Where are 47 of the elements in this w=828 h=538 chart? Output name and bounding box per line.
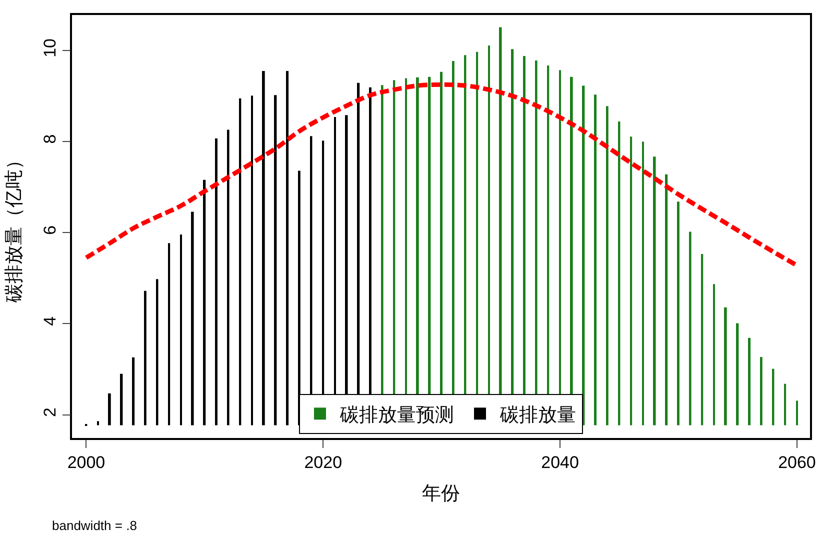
bar [665,174,668,426]
bar [108,393,111,426]
bar [191,212,194,426]
bar [239,98,242,426]
bar [97,421,100,426]
bar [642,142,644,426]
bar [784,384,786,426]
y-tick-label: 8 [40,134,60,144]
bar [274,95,277,426]
bar [689,232,692,426]
legend-label: 碳排放量 [499,405,576,426]
x-tick-label: 2060 [778,453,816,472]
bar [132,357,135,426]
y-tick-label: 4 [40,316,60,326]
x-axis-title: 年份 [422,483,460,504]
bar [251,96,254,426]
bar [760,356,762,426]
bar [736,323,739,426]
y-tick-label: 6 [40,225,60,235]
y-tick-label: 2 [40,407,60,417]
bar [144,290,146,426]
y-axis-title: 碳排放量（亿吨） [4,150,25,304]
x-tick-label: 2040 [541,453,579,472]
bar [594,94,597,426]
bar [286,71,289,426]
bar [748,338,751,426]
bar [262,71,265,426]
bar [630,136,632,426]
bar [796,400,798,426]
bar [701,254,704,426]
bar [227,130,230,426]
x-tick-label: 2020 [304,453,342,472]
bar [772,368,774,426]
bar [215,138,218,426]
bar [203,180,206,426]
text: bandwidth = .8 [52,518,137,533]
bar [120,374,123,426]
bar [168,243,170,426]
bar [653,156,656,426]
y-tick-label: 10 [40,38,60,58]
x-tick-label: 2000 [67,453,106,472]
bar [713,284,715,426]
bar [606,106,608,426]
bar [677,202,680,426]
legend-label: 碳排放量预测 [339,405,454,426]
bar [724,307,727,426]
bar [180,234,182,426]
